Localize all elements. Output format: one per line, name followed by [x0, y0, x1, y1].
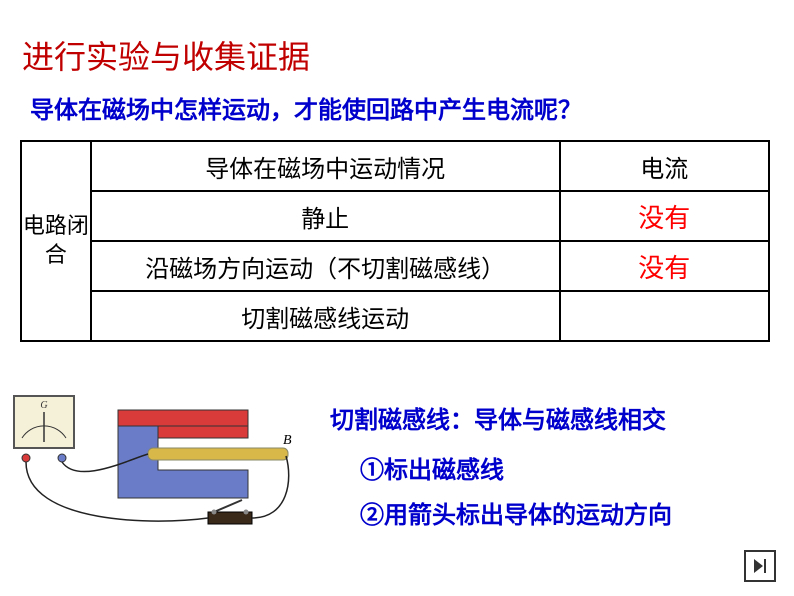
experiment-diagram: G B	[8, 390, 308, 532]
point-b-label: B	[283, 433, 292, 448]
cell-motion: 沿磁场方向运动（不切割磁感线）	[91, 241, 560, 291]
cell-current: 没有	[560, 241, 769, 291]
value-red: 没有	[638, 254, 690, 283]
next-button[interactable]	[744, 550, 776, 582]
question-text: 导体在磁场中怎样运动，才能使回路中产生电流呢？	[30, 90, 582, 125]
meter-label: G	[40, 400, 47, 411]
table-row: 切割磁感线运动	[21, 291, 769, 341]
header-current: 电流	[560, 141, 769, 191]
table-row: 静止 没有	[21, 191, 769, 241]
value-red: 没有	[638, 204, 690, 233]
header-motion: 导体在磁场中运动情况	[91, 141, 560, 191]
experiment-table: 电路闭合 导体在磁场中运动情况 电流 静止 没有 沿磁场方向运动（不切割磁感线）…	[20, 140, 770, 342]
note-step1: ①标出磁感线	[360, 450, 504, 485]
cell-motion: 切割磁感线运动	[91, 291, 560, 341]
wire	[252, 456, 289, 518]
switch-lever	[214, 500, 242, 512]
magnet-top	[118, 410, 248, 426]
next-icon	[751, 557, 769, 575]
cell-current	[560, 291, 769, 341]
rowhead-circuit-closed: 电路闭合	[21, 141, 91, 341]
conductor-rod	[148, 448, 288, 460]
switch-pin	[212, 510, 217, 515]
note-step2: ②用箭头标出导体的运动方向	[360, 495, 672, 530]
terminal-pos	[22, 454, 30, 462]
cell-current: 没有	[560, 191, 769, 241]
switch-pin	[244, 510, 249, 515]
table-row: 沿磁场方向运动（不切割磁感线） 没有	[21, 241, 769, 291]
note-definition: 切割磁感线：导体与磁感线相交	[330, 400, 666, 435]
page-title: 进行实验与收集证据	[22, 32, 310, 78]
rowhead-label: 电路闭合	[23, 213, 89, 267]
cell-motion: 静止	[91, 191, 560, 241]
terminal-neg	[58, 454, 66, 462]
